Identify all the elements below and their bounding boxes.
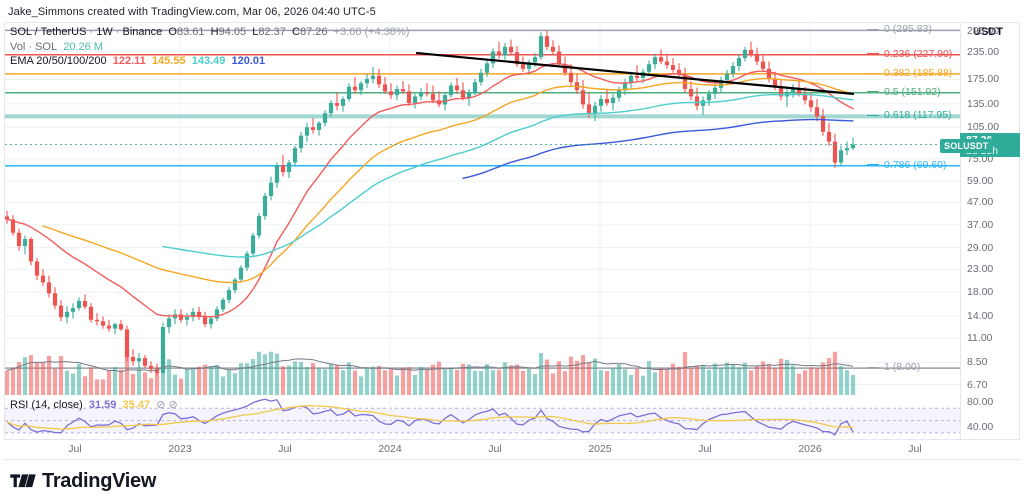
legend-low-value: 82.37 xyxy=(258,26,286,38)
time-axis-tick: 2024 xyxy=(378,443,402,455)
fib-level-label: 0.786 (69.60) xyxy=(867,159,946,171)
legend-sep-2: · xyxy=(112,26,123,38)
price-axis-tick: 235.00 xyxy=(967,45,1000,58)
legend-interval[interactable]: 1W xyxy=(96,26,113,38)
fib-level-text: 0 (295.83) xyxy=(884,23,932,36)
time-axis-tick: Jul xyxy=(68,443,82,455)
legend-close-label: C xyxy=(292,26,300,38)
no-data-icon-2: ⊘ xyxy=(168,399,178,411)
price-axis-tick: 18.00 xyxy=(967,286,994,299)
price-axis-tick: 6.70 xyxy=(967,378,988,391)
fib-level-label: 0.236 (227.90) xyxy=(867,48,952,60)
time-axis-tick: Jul xyxy=(278,443,292,455)
legend-sep-1: · xyxy=(86,26,97,38)
fib-level-text: 0.236 (227.90) xyxy=(884,47,953,60)
fib-level-dash-icon xyxy=(867,29,879,31)
legend-exchange[interactable]: Binance xyxy=(122,26,163,38)
legend-change: +3.66 (+4.38%) xyxy=(333,26,410,38)
price-axis-tick: 47.00 xyxy=(967,196,994,209)
price-axis-tick: 14.00 xyxy=(967,309,994,322)
price-axis-tick: 175.00 xyxy=(967,73,1000,86)
rsi-axis-tick: 40.00 xyxy=(967,420,994,433)
fib-level-label: 0 (295.83) xyxy=(867,23,932,35)
legend-symbol-row[interactable]: SOL / TetherUS · 1W · Binance O83.61 H94… xyxy=(10,26,409,40)
rsi-plot-area[interactable] xyxy=(5,396,960,439)
legend-ema-label: EMA 20/50/100/200 xyxy=(10,55,107,67)
fib-level-label: 0.5 (151.92) xyxy=(867,86,941,98)
price-axis-tick: 105.00 xyxy=(967,121,1000,134)
rsi-legend[interactable]: RSI (14, close) 31.59 35.47 ⊘ ⊘ xyxy=(10,398,178,411)
fib-level-text: 0.786 (69.60) xyxy=(884,158,947,171)
fib-level-dash-icon xyxy=(867,72,879,74)
rsi-axis-tick: 80.00 xyxy=(967,396,994,409)
legend-open-label: O xyxy=(168,26,177,38)
fib-level-text: 0.5 (151.92) xyxy=(884,85,941,98)
legend-ema200-value: 120.01 xyxy=(231,55,266,67)
attribution-text: Jake_Simmons created with TradingView.co… xyxy=(8,6,376,18)
fib-level-text: 0.618 (117.95) xyxy=(884,109,952,122)
legend-volume-value: 20.26 M xyxy=(63,40,103,53)
price-axis-tick: 37.00 xyxy=(967,218,994,231)
rsi-chart-svg xyxy=(5,396,960,439)
price-axis-tick: 11.00 xyxy=(967,332,993,345)
time-axis-tick: 2025 xyxy=(588,443,612,455)
legend-high-label: H xyxy=(210,26,219,38)
tradingview-wordmark: TradingView xyxy=(42,470,157,492)
rsi-ma-value: 35.47 xyxy=(122,399,151,411)
legend-open-value: 83.61 xyxy=(176,26,205,38)
price-axis-tick: 8.50 xyxy=(967,356,988,369)
fib-level-text: 0.382 (185.88) xyxy=(884,66,953,79)
time-axis-tick: Jul xyxy=(908,443,922,455)
legend-high-value: 94.05 xyxy=(218,26,247,38)
price-axis[interactable]: USDT 295.00 235.00 175.00 135.00 105.00 75.00… xyxy=(960,22,1020,440)
price-plot-area[interactable] xyxy=(5,23,960,395)
chart-legend: SOL / TetherUS · 1W · Binance O83.61 H94… xyxy=(10,26,409,70)
price-axis-unit: USDT xyxy=(973,26,1003,38)
legend-ema100-value: 143.49 xyxy=(191,55,226,67)
time-axis-tick: 2026 xyxy=(798,443,822,455)
time-axis-tick: Jul xyxy=(698,443,712,455)
price-axis-tick: 295.00 xyxy=(967,24,1000,37)
fib-level-dash-icon xyxy=(867,115,879,117)
time-axis-tick: Jul xyxy=(488,443,502,455)
legend-symbol[interactable]: SOL / TetherUS xyxy=(10,26,87,38)
legend-ema50-value: 145.55 xyxy=(151,55,186,67)
legend-ema20-value: 122.11 xyxy=(112,55,146,67)
fib-level-dash-icon xyxy=(867,53,879,55)
price-axis-tick: 135.00 xyxy=(967,97,1000,110)
time-axis[interactable]: Jul 2023 Jul 2024 Jul 2025 Jul 2026 Jul xyxy=(4,440,1020,460)
legend-close-value: 87.26 xyxy=(299,26,328,38)
legend-ema-row[interactable]: EMA 20/50/100/200 122.11 145.55 143.49 1… xyxy=(10,55,409,69)
legend-volume-label: Vol · SOL xyxy=(10,40,58,53)
price-axis-tick: 59.00 xyxy=(967,175,994,188)
no-data-icon-1: ⊘ xyxy=(156,399,166,411)
rsi-title: RSI (14, close) xyxy=(10,399,83,411)
fib-level-dash-icon xyxy=(867,91,879,93)
symbol-price-line-badge: SOLUSDT xyxy=(940,138,993,153)
rsi-value: 31.59 xyxy=(88,399,117,411)
tradingview-mark-icon xyxy=(10,474,36,488)
time-axis-tick: 2023 xyxy=(168,443,192,455)
tradingview-logo[interactable]: TradingView xyxy=(10,470,156,493)
fib-level-label: 0.382 (185.88) xyxy=(867,67,952,79)
fib-level-dash-icon xyxy=(867,366,879,368)
legend-volume-row[interactable]: Vol · SOL 20.26 M xyxy=(10,41,409,55)
price-axis-tick: 23.00 xyxy=(967,263,994,276)
fib-level-label: 1 (8.00) xyxy=(867,361,920,373)
price-axis-tick: 29.00 xyxy=(967,241,994,254)
fib-level-dash-icon xyxy=(867,164,879,166)
fib-level-label: 0.618 (117.95) xyxy=(867,109,952,121)
fib-level-text: 1 (8.00) xyxy=(884,361,921,374)
legend-low-label: L xyxy=(252,26,259,38)
price-chart-svg xyxy=(5,23,960,395)
